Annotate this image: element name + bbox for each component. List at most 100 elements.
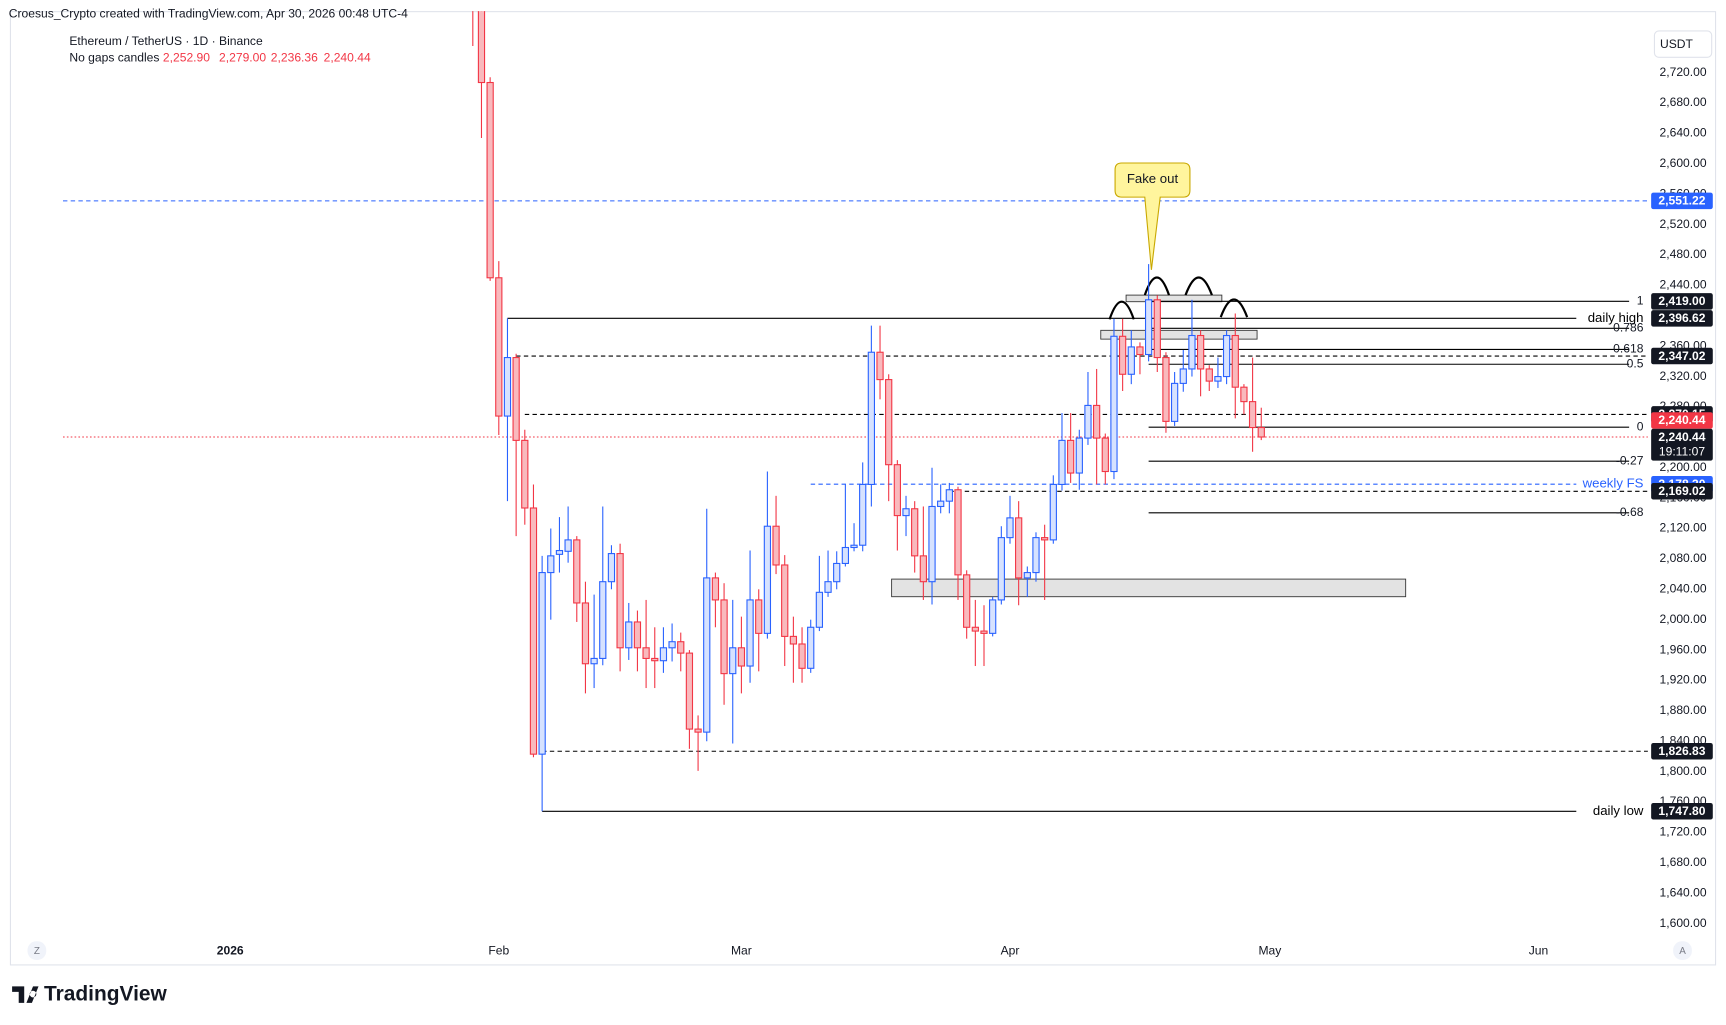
candle-body xyxy=(1257,426,1265,438)
candle-body xyxy=(911,508,919,557)
arc xyxy=(1143,276,1171,296)
arc xyxy=(1108,300,1135,320)
candle-body xyxy=(989,599,997,634)
price-badge-label: 2,347.02 xyxy=(1658,349,1705,363)
candle-body xyxy=(971,626,979,632)
price-badge xyxy=(1651,192,1713,210)
fib-label: 0.786 xyxy=(1613,321,1644,335)
candle-body xyxy=(1136,346,1144,356)
candle-body xyxy=(1093,404,1101,439)
y-tick-label: 1,720.00 xyxy=(1660,825,1707,839)
candle-body xyxy=(876,351,884,381)
callout: Fake out xyxy=(1114,162,1191,270)
currency-button[interactable] xyxy=(1653,30,1713,58)
arc xyxy=(1184,276,1213,296)
x-tick-label: Feb xyxy=(488,943,509,957)
y-tick-label: 2,440.00 xyxy=(1660,278,1707,292)
y-tick-label: 1,920.00 xyxy=(1660,673,1707,687)
legend-open: 2,252.90 xyxy=(163,51,210,65)
candle-body xyxy=(1179,368,1187,384)
y-tick-label: 1,800.00 xyxy=(1660,764,1707,778)
candle-body xyxy=(486,81,494,279)
y-tick-label: 2,720.00 xyxy=(1660,65,1707,79)
candle-body xyxy=(495,277,503,417)
price-badge-label: 2,240.44 xyxy=(1658,413,1705,427)
x-tick-label: 2026 xyxy=(217,943,244,957)
price-badge-label: 2,396.62 xyxy=(1658,311,1705,325)
candle-body xyxy=(1248,401,1257,429)
candle-body xyxy=(1101,437,1109,473)
candle-body xyxy=(859,483,867,546)
candle-body xyxy=(1188,334,1196,370)
candle-body xyxy=(685,652,694,730)
candle-body xyxy=(590,657,598,665)
fib-label: 0.5 xyxy=(1627,356,1644,370)
plot-area: Fake out xyxy=(62,11,1648,812)
candle-body xyxy=(659,647,668,662)
candle-body xyxy=(1205,368,1213,382)
currency: USDT xyxy=(1660,37,1694,51)
price-badge xyxy=(1651,293,1713,310)
y-tick-label: 2,120.00 xyxy=(1660,521,1707,535)
candle-body xyxy=(980,630,988,634)
attribution: Croesus_Crypto created with TradingView.… xyxy=(9,7,408,21)
candle-body xyxy=(1041,537,1049,541)
candle-body xyxy=(1032,537,1040,574)
logo-icon xyxy=(12,986,39,1003)
x-tick-label: Jun xyxy=(1529,943,1549,957)
candle-body xyxy=(1084,404,1092,439)
candle-body xyxy=(599,581,607,659)
candle-body xyxy=(824,581,832,593)
candle-body xyxy=(772,525,780,566)
zoom-button[interactable] xyxy=(27,941,47,960)
price-badge xyxy=(1651,483,1713,500)
candle-body xyxy=(1127,346,1135,375)
x-tick-label: May xyxy=(1258,943,1282,957)
candle-body xyxy=(737,647,746,667)
candle-body xyxy=(1058,439,1066,485)
fib-label: 0 xyxy=(1637,419,1644,433)
y-tick-label: 1,640.00 xyxy=(1660,885,1707,899)
candle-body xyxy=(720,599,728,675)
candle-body xyxy=(833,562,841,583)
countdown: 19:11:07 xyxy=(1659,445,1705,459)
fib-label: 0.618 xyxy=(1613,342,1644,356)
button-label: A xyxy=(1679,946,1686,957)
y-tick-label: 2,200.00 xyxy=(1660,460,1707,474)
candle-body xyxy=(1067,439,1075,474)
candle-body xyxy=(902,508,910,517)
brand: TradingView xyxy=(44,983,168,1006)
candle-body xyxy=(711,577,720,601)
candle-body xyxy=(763,525,772,634)
candle-body xyxy=(729,647,737,675)
candle-body xyxy=(703,577,711,733)
candle-body xyxy=(1240,386,1248,403)
y-tick-label: 2,480.00 xyxy=(1660,247,1707,261)
y-tick-label: 2,640.00 xyxy=(1660,126,1707,140)
button-label: Z xyxy=(34,946,40,957)
candle-body xyxy=(477,11,486,84)
auto-button[interactable] xyxy=(1673,941,1692,960)
candle-body xyxy=(547,555,555,574)
candle-body xyxy=(573,539,581,604)
candle-body xyxy=(581,602,590,665)
legend-high: 2,279.00 xyxy=(219,51,266,65)
price-badge xyxy=(1651,310,1713,327)
y-tick-label: 2,080.00 xyxy=(1660,551,1707,565)
candle-body xyxy=(945,489,953,502)
candle-body xyxy=(798,643,806,669)
y-tick-label: 2,600.00 xyxy=(1660,156,1707,170)
arc xyxy=(1219,298,1249,318)
candle-body xyxy=(555,549,564,555)
candle-body xyxy=(564,539,572,552)
zone-box xyxy=(1125,294,1223,303)
y-tick-label: 2,000.00 xyxy=(1660,612,1707,626)
y-tick-label: 1,600.00 xyxy=(1660,916,1707,930)
y-tick-label: 2,680.00 xyxy=(1660,95,1707,109)
candle-body xyxy=(1196,334,1205,370)
candle-body xyxy=(937,500,945,508)
candle-body xyxy=(607,553,616,583)
legend-low: 2,236.36 xyxy=(271,51,318,65)
zone-box xyxy=(1100,329,1258,340)
